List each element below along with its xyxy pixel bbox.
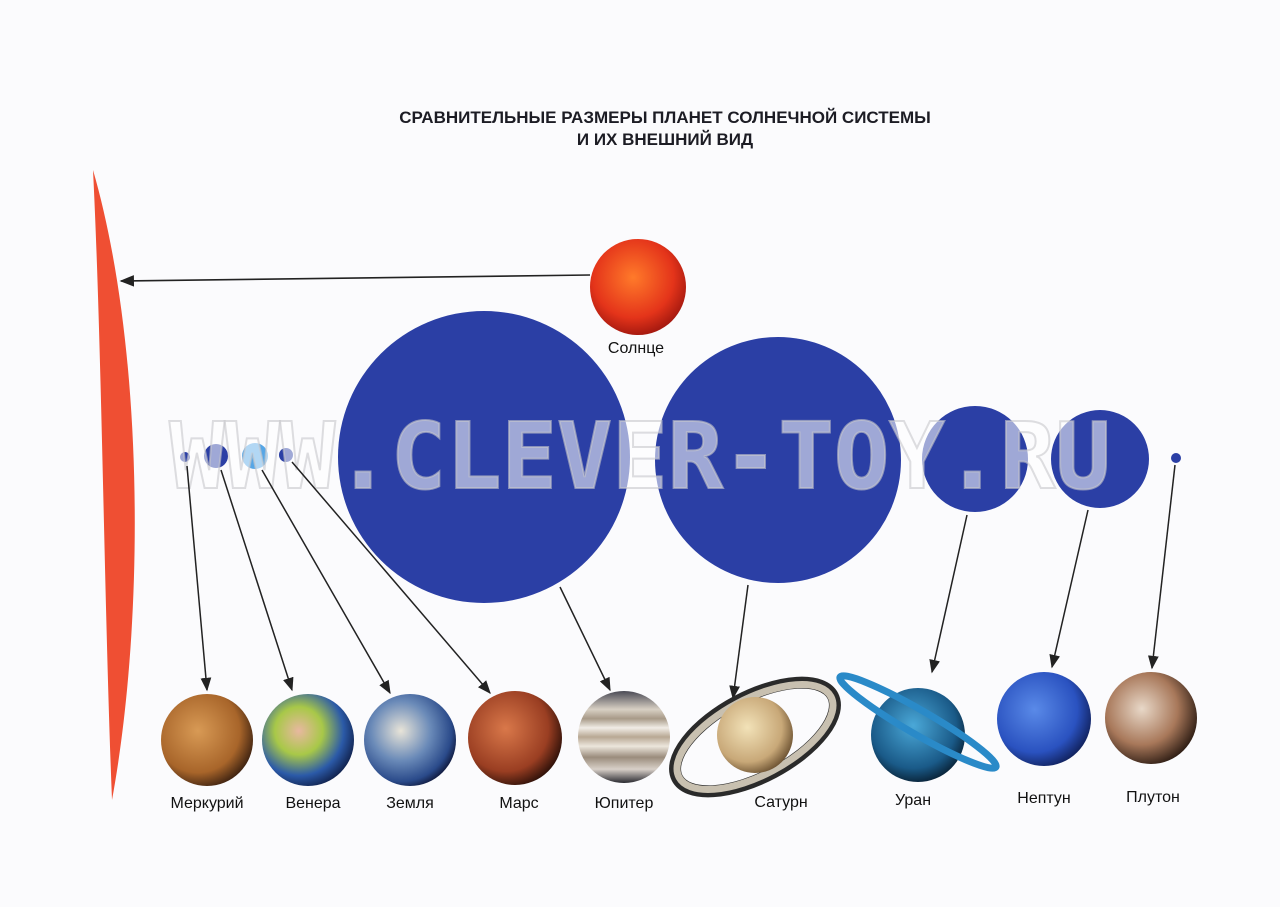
arrow-saturn xyxy=(729,584,749,700)
arrow-venus xyxy=(220,469,294,692)
disc-mercury xyxy=(180,452,190,462)
scale-discs xyxy=(180,311,1181,603)
disc-earth xyxy=(242,443,268,469)
title-line-1: СРАВНИТЕЛЬНЫЕ РАЗМЕРЫ ПЛАНЕТ СОЛНЕЧНОЙ С… xyxy=(399,108,931,127)
label-pluto: Плутон xyxy=(1126,789,1180,806)
disc-pluto xyxy=(1171,453,1181,463)
saturn-image xyxy=(669,676,841,798)
disc-venus xyxy=(204,444,228,468)
label-venus: Венера xyxy=(285,795,340,812)
arrow-neptune xyxy=(1049,509,1089,669)
neptune-image xyxy=(997,672,1091,766)
arrow-earth xyxy=(261,469,391,695)
venus-image xyxy=(262,694,354,786)
sun-image xyxy=(590,239,686,335)
arrows xyxy=(186,461,1176,700)
arrow-uranus xyxy=(929,514,968,674)
uranus-image xyxy=(836,672,1000,782)
label-mars: Марс xyxy=(499,795,538,812)
title-line-2: И ИХ ВНЕШНИЙ ВИД xyxy=(577,130,753,149)
disc-neptune xyxy=(1051,410,1149,508)
arrow-mercury xyxy=(186,465,212,692)
disc-uranus xyxy=(922,406,1028,512)
label-mercury: Меркурий xyxy=(170,795,243,812)
arrow-pluto xyxy=(1148,464,1176,670)
arrow-jupiter xyxy=(559,586,611,692)
mercury-image xyxy=(161,694,253,786)
sun-scale-arc xyxy=(93,170,135,800)
disc-mars xyxy=(279,448,293,462)
arrow-mars xyxy=(291,461,491,695)
disc-saturn xyxy=(655,337,901,583)
earth-image xyxy=(364,694,456,786)
label-jupiter: Юпитер xyxy=(595,795,654,812)
label-saturn: Сатурн xyxy=(754,794,807,811)
jupiter-image xyxy=(578,691,670,783)
pluto-image xyxy=(1105,672,1197,764)
watermark: WWW.CLEVER-TOY.RU xyxy=(169,403,1111,510)
sun-arrow xyxy=(119,274,591,287)
mars-image xyxy=(468,691,562,785)
sun-label: Солнце xyxy=(608,340,664,357)
disc-jupiter xyxy=(338,311,630,603)
label-uranus: Уран xyxy=(895,792,931,809)
label-earth: Земля xyxy=(386,795,434,812)
label-neptune: Нептун xyxy=(1017,790,1070,807)
